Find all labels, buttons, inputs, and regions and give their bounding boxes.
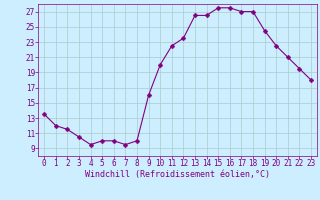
X-axis label: Windchill (Refroidissement éolien,°C): Windchill (Refroidissement éolien,°C): [85, 170, 270, 179]
